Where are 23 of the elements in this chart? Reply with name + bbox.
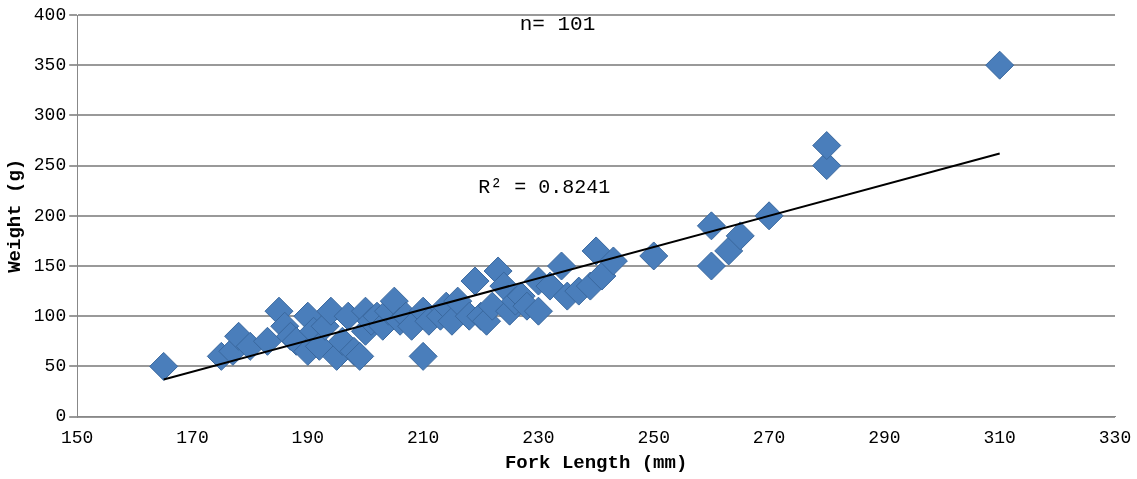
x-tick-label: 330 (1098, 428, 1132, 449)
y-tick-label: 350 (33, 54, 67, 75)
y-tick-label: 0 (55, 406, 67, 427)
x-tick-label: 250 (637, 428, 670, 449)
x-tick-label: 150 (61, 428, 94, 449)
y-axis-title: Weight (g) (4, 158, 27, 273)
y-tick-label: 50 (44, 356, 67, 377)
x-tick-label: 170 (176, 428, 209, 449)
y-tick-label: 250 (33, 155, 67, 176)
x-tick-label: 270 (752, 428, 786, 449)
x-tick-label: 290 (868, 428, 901, 449)
y-tick-label: 300 (33, 105, 67, 126)
x-tick-label: 310 (983, 428, 1016, 449)
x-tick-label: 230 (522, 428, 555, 449)
y-tick-label: 200 (33, 205, 67, 226)
annotation: R² = 0.8241 (478, 175, 611, 199)
x-tick-label: 190 (291, 428, 325, 449)
y-tick-label: 400 (33, 4, 67, 25)
chart-title: n= 101 (519, 12, 596, 36)
x-axis-title: Fork Length (mm) (504, 452, 688, 475)
y-tick-label: 100 (33, 305, 67, 326)
x-tick-label: 210 (406, 428, 440, 449)
y-tick-label: 150 (33, 255, 67, 276)
